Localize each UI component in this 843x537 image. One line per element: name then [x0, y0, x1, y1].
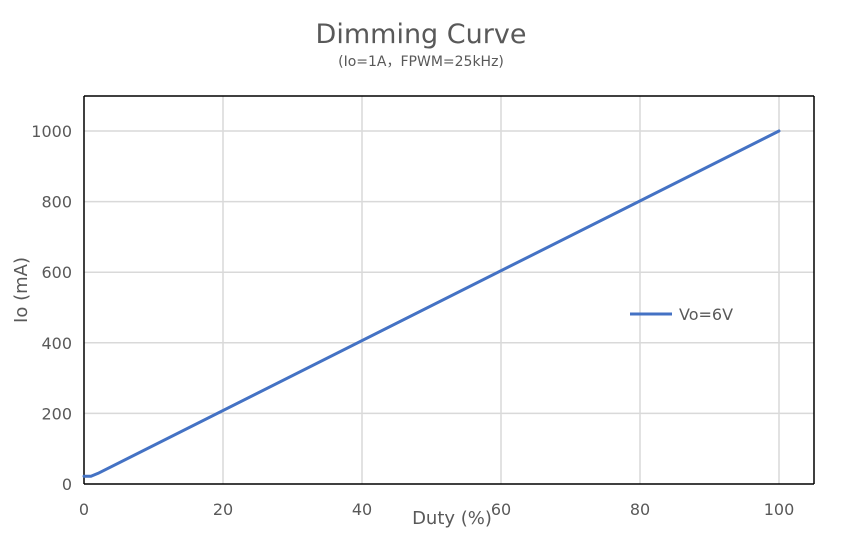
x-axis-label: Duty (%) — [412, 508, 492, 529]
chart-title: Dimming Curve — [316, 19, 527, 50]
series-line-0 — [82, 129, 781, 478]
chart-subtitle: (Io=1A，FPWM=25kHz) — [338, 54, 504, 70]
x-tick-label-20: 20 — [213, 500, 233, 519]
legend-label-vo-6v: Vo=6V — [679, 305, 733, 324]
series-layer — [82, 129, 781, 478]
x-tick-label-80: 80 — [630, 500, 650, 519]
x-tick-label-40: 40 — [352, 500, 372, 519]
y-tick-label-1000: 1000 — [31, 122, 72, 141]
gridlines — [84, 96, 814, 484]
y-tick-label-200: 200 — [41, 404, 72, 423]
legend: Vo=6V — [630, 305, 733, 324]
axes — [83, 95, 815, 485]
y-axis-label: Io (mA) — [11, 257, 32, 323]
x-tick-label-100: 100 — [764, 500, 795, 519]
y-tick-label-800: 800 — [41, 193, 72, 212]
y-tick-label-0: 0 — [62, 475, 72, 494]
x-tick-label-60: 60 — [491, 500, 511, 519]
x-tick-label-0: 0 — [79, 500, 89, 519]
y-tick-labels: 0 200 400 600 800 1000 — [31, 122, 72, 494]
y-tick-label-600: 600 — [41, 263, 72, 282]
y-tick-label-400: 400 — [41, 334, 72, 353]
x-tick-labels: 0 20 40 60 80 100 — [79, 500, 794, 519]
